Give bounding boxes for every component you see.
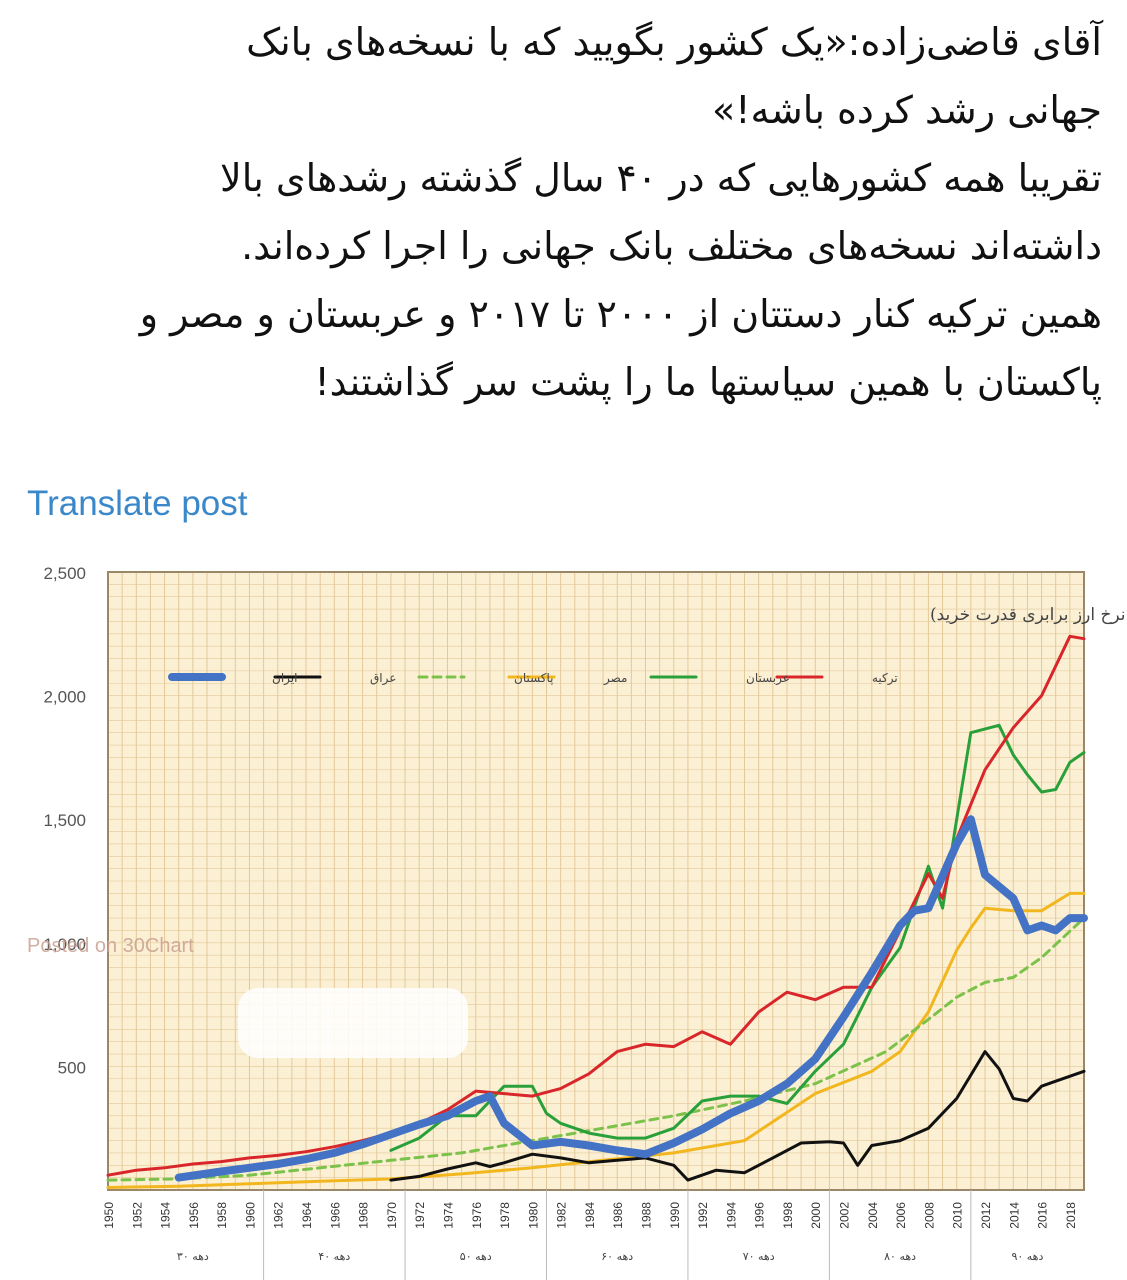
x-tick-label: 2006 [894,1202,908,1229]
post-line: داشته‌اند نسخه‌های مختلف بانک جهانی را ا… [241,224,1102,268]
post-line: همین ترکیه کنار دستتان از ۲۰۰۰ تا ۲۰۱۷ و… [139,292,1102,336]
legend-label: عربستان [746,671,790,686]
decade-label: دهه ۷۰ [743,1250,775,1263]
x-tick-label: 1962 [272,1202,286,1229]
x-tick-label: 2010 [951,1202,965,1229]
x-tick-label: 2016 [1036,1202,1050,1229]
x-tick-label: 1968 [357,1202,371,1229]
x-tick-label: 1978 [498,1202,512,1229]
decade-label: دهه ۶۰ [601,1250,633,1263]
x-tick-label: 1958 [215,1202,229,1229]
y-tick-label: 1,000 [43,935,86,954]
x-tick-label: 1972 [413,1202,427,1229]
decade-label: دهه ۴۰ [318,1250,350,1263]
series-line-iraq [389,1050,1086,1182]
x-tick-label: 1956 [187,1202,201,1229]
x-tick-label: 1970 [385,1202,399,1229]
x-tick-label: 1952 [130,1202,144,1229]
x-tick-label: 2018 [1064,1202,1078,1229]
series-line-pakistan [106,916,1086,1182]
x-tick-label: 2002 [838,1202,852,1229]
x-tick-label: 2004 [866,1202,880,1229]
y-tick-label: 500 [58,1058,86,1077]
x-tick-label: 1984 [583,1202,597,1229]
x-tick-label: 2012 [979,1202,993,1229]
legend-label: مصر [603,671,627,686]
x-tick-label: 1964 [300,1202,314,1229]
decade-label: دهه ۵۰ [460,1250,492,1263]
x-tick-label: 1982 [555,1202,569,1229]
x-tick-label: 1960 [243,1202,257,1229]
post-line: پاکستان با همین سیاستها ما را پشت سر گذا… [314,360,1102,404]
x-tick-label: 1950 [102,1202,116,1229]
x-tick-label: 1966 [328,1202,342,1229]
post-line: آقای قاضی‌زاده:«یک کشور بگویید که با نسخ… [246,20,1102,64]
x-tick-label: 2008 [922,1202,936,1229]
x-tick-label: 1994 [724,1202,738,1229]
x-tick-label: 1954 [159,1202,173,1229]
chart-title: تولید ناخالص داخلی قیمت های ثابت ۲۰۱۷ (ب… [930,605,1127,625]
series-line-iran [174,815,1088,1182]
x-tick-label: 1996 [753,1202,767,1229]
x-tick-label: 2014 [1007,1202,1021,1229]
decade-label: دهه ۹۰ [1011,1250,1043,1263]
translate-post-link[interactable]: Translate post [27,484,248,523]
decade-label: دهه ۸۰ [884,1250,916,1263]
x-tick-label: 1998 [781,1202,795,1229]
x-tick-label: 1976 [470,1202,484,1229]
x-tick-label: 1980 [526,1202,540,1229]
legend-label: ترکیه [872,671,898,686]
plot-frame [107,571,1085,1191]
gdp-line-chart: 500 1,000 1,500 2,000 2,500 1950 1952 1954 1956 1… [27,564,1127,1280]
legend-label: ایران [272,671,297,686]
watermark-text: Posted on 30Chart [27,935,194,957]
y-tick-label: 2,000 [43,688,86,707]
redaction-patch [238,988,468,1058]
x-tick-label: 1974 [441,1202,455,1229]
x-tick-label: 1990 [668,1202,682,1229]
y-tick-label: 1,500 [43,811,86,830]
post-body: آقای قاضی‌زاده:«یک کشور بگویید که با نسخ… [20,8,1102,416]
x-tick-label: 1986 [611,1202,625,1229]
legend-label: پاکستان [514,671,554,685]
chart-image[interactable]: 500 1,000 1,500 2,000 2,500 1950 1952 1954 1956 1… [0,552,1127,1280]
decade-label: دهه ۳۰ [177,1250,209,1263]
series-line-egypt [106,891,1086,1189]
post-line: جهانی رشد کرده باشه!» [712,88,1102,132]
y-tick-label: 2,500 [43,564,86,583]
series-line-saudi [389,723,1086,1152]
post-line: تقریبا همه کشورهایی که در ۴۰ سال گذشته ر… [220,156,1102,200]
x-tick-label: 2000 [809,1202,823,1229]
legend-label: عراق [370,671,396,686]
series-line-turkey [106,634,1086,1177]
x-tick-label: 1988 [640,1202,654,1229]
x-tick-label: 1992 [696,1202,710,1229]
